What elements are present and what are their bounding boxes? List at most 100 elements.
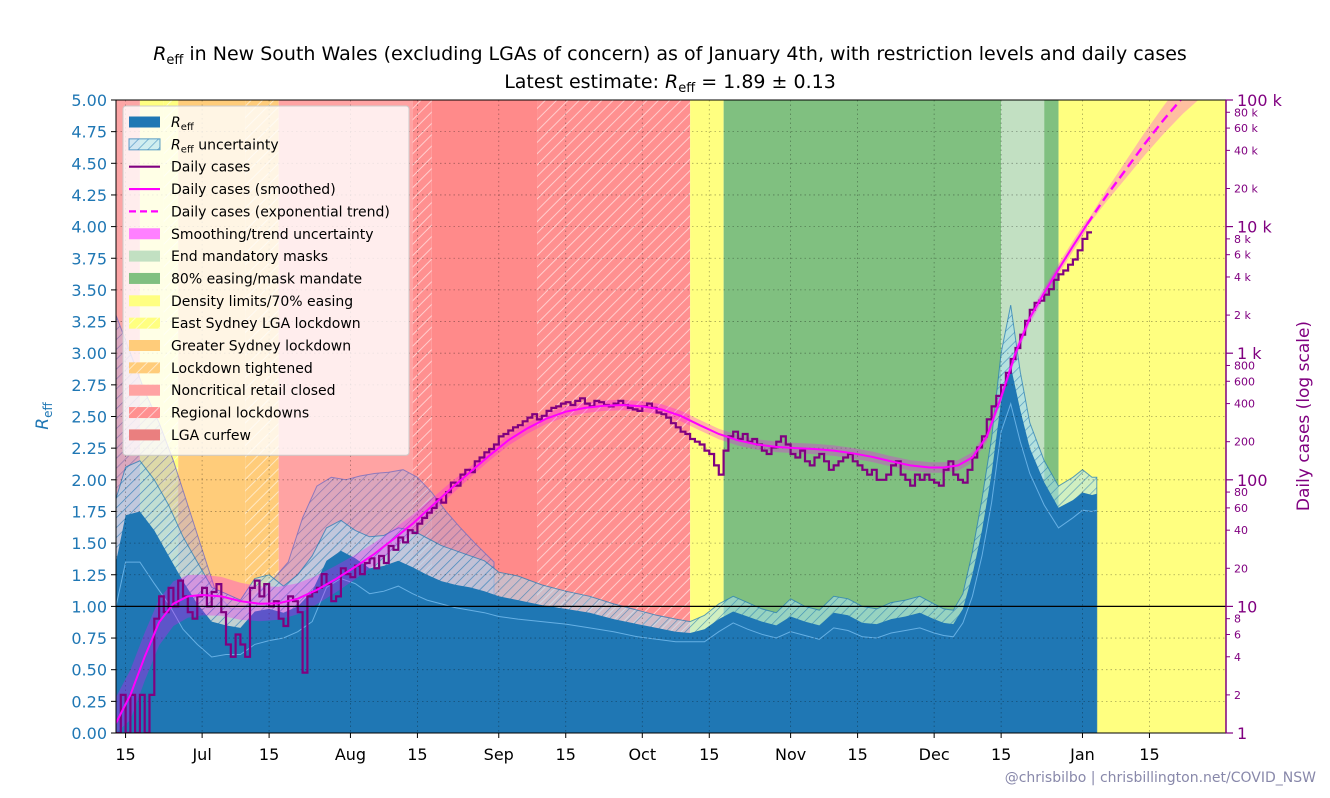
legend-swatch	[129, 116, 160, 128]
y2-minor-tick-label: 8 k	[1234, 233, 1251, 246]
legend-label: Density limits/70% easing	[171, 294, 353, 310]
title-r: R	[153, 43, 166, 65]
y-tick-label: 0.00	[71, 724, 107, 743]
y2-minor-tick-label: 4	[1234, 651, 1241, 664]
y2-minor-tick-label: 200	[1234, 436, 1255, 449]
y2-minor-tick-label: 20	[1234, 562, 1248, 575]
y2-major-tick-label: 100 k	[1237, 91, 1283, 110]
legend-swatch-hatch	[129, 362, 160, 374]
x-tick-label: Jul	[191, 745, 211, 764]
y2-minor-tick-label: 40 k	[1234, 144, 1258, 157]
y-tick-label: 3.75	[71, 249, 107, 268]
y-tick-label: 3.50	[71, 281, 107, 300]
legend-swatch	[128, 138, 161, 151]
legend-label: Smoothing/trend uncertainty	[171, 227, 374, 243]
chart-subtitle: Latest estimate: Reff = 1.89 ± 0.13	[504, 71, 836, 96]
y2-major-tick-label: 10	[1237, 597, 1257, 616]
y-tick-label: 2.25	[71, 439, 107, 458]
legend-label: Reff	[171, 115, 195, 133]
reff-layer	[116, 305, 1098, 733]
legend-label: Reff uncertainty	[171, 137, 279, 155]
y-tick-label: 1.25	[71, 566, 107, 585]
title-r-sub: eff	[166, 53, 184, 68]
y-tick-label: 3.00	[71, 344, 107, 363]
legend-label: 80% easing/mask mandate	[171, 271, 362, 287]
legend: Reff Reff uncertainty Daily cases Daily cas…	[122, 105, 410, 456]
reff-area	[116, 365, 1097, 733]
y2-minor-tick-label: 2	[1234, 689, 1241, 702]
y-tick-label: 0.25	[71, 692, 107, 711]
axes-layer: 0.00 0.25 0.50 0.75 1.00 1.25 1.50 1.75 2.00 2.25…	[71, 91, 1282, 764]
y-tick-label: 4.50	[71, 154, 107, 173]
x-tick-label: Sep	[484, 745, 514, 764]
y2-minor-tick-label: 800	[1234, 359, 1255, 372]
y2-major-tick-label: 10 k	[1237, 218, 1272, 237]
x-tick-label: 15	[556, 745, 576, 764]
legend-label: End mandatory masks	[171, 249, 328, 265]
legend-box	[122, 105, 410, 456]
y-tick-label: 3.25	[71, 313, 107, 332]
y2-minor-tick-label: 8	[1234, 613, 1241, 626]
legend-swatch-hatch	[129, 317, 160, 329]
legend-label: Daily cases (exponential trend)	[171, 204, 390, 220]
legend-label: Daily cases	[171, 160, 250, 176]
y-tick-label: 0.50	[71, 661, 107, 680]
x-tick-label: 15	[259, 745, 279, 764]
daily-cases-trend-line	[1086, 100, 1183, 225]
daily-cases-smoothed-line	[116, 223, 1089, 724]
y2-minor-tick-label: 20 k	[1234, 182, 1258, 195]
y-tick-label: 4.75	[71, 123, 107, 142]
legend-label: Noncritical retail closed	[171, 383, 336, 399]
x-tick-label: 15	[847, 745, 867, 764]
legend-swatch	[129, 340, 160, 351]
legend-label: Lockdown tightened	[171, 361, 313, 377]
x-tick-label: 15	[1139, 745, 1159, 764]
y2-axis-label: Daily cases (log scale)	[1294, 321, 1314, 511]
subtitle-r: R	[665, 71, 678, 93]
x-tick-label: 15	[699, 745, 719, 764]
y-axis-label: Reff	[33, 402, 55, 430]
cases-layer	[116, 100, 1199, 733]
y2-major-tick-label: 1 k	[1237, 344, 1262, 363]
x-tick-label: Aug	[335, 745, 366, 764]
y2-minor-tick-label: 600	[1234, 375, 1255, 388]
subtitle-prefix: Latest estimate:	[504, 71, 665, 93]
y2-minor-tick-label: 80 k	[1234, 106, 1258, 119]
y2-minor-tick-label: 40	[1234, 524, 1248, 537]
reff-lower-bound	[116, 402, 1097, 658]
y2-minor-tick-label: 6 k	[1234, 249, 1251, 262]
y-tick-label: 4.25	[71, 186, 107, 205]
legend-label: LGA curfew	[171, 428, 251, 444]
y2-minor-tick-label: 80	[1234, 486, 1248, 499]
legend-label: Greater Sydney lockdown	[171, 339, 351, 355]
y-tick-label: 1.75	[71, 502, 107, 521]
legend-swatch	[129, 384, 160, 396]
y2-minor-tick-label: 2 k	[1234, 309, 1251, 322]
y2-minor-tick-label: 6	[1234, 628, 1241, 641]
subtitle-r-sub: eff	[678, 81, 696, 96]
y2-minor-tick-label: 60	[1234, 502, 1248, 515]
y-tick-label: 0.75	[71, 629, 107, 648]
legend-swatch	[129, 250, 160, 262]
y-tick-label: 4.00	[71, 218, 107, 237]
legend-swatch	[129, 295, 160, 307]
y2-minor-tick-label: 4 k	[1234, 271, 1251, 284]
credit-text: @chrisbilbo | chrisbillington.net/COVID_…	[1005, 770, 1316, 786]
legend-swatch-hatch	[129, 407, 160, 419]
x-tick-label: Jan	[1069, 745, 1095, 764]
x-tick-label: 15	[407, 745, 427, 764]
x-tick-label: Oct	[628, 745, 656, 764]
y2-major-tick-label: 1	[1237, 724, 1247, 743]
y-tick-label: 2.75	[71, 376, 107, 395]
x-tick-label: 15	[115, 745, 135, 764]
legend-label: Regional lockdowns	[171, 406, 309, 422]
daily-cases-line	[116, 231, 1092, 733]
y-tick-label: 1.00	[71, 597, 107, 616]
y-tick-label: 1.50	[71, 534, 107, 553]
y-tick-label: 2.50	[71, 408, 107, 427]
y2-minor-tick-label: 400	[1234, 398, 1255, 411]
y-tick-label: 5.00	[71, 91, 107, 110]
legend-label: Daily cases (smoothed)	[171, 182, 336, 198]
x-tick-label: Nov	[775, 745, 806, 764]
chart-title: Reff in New South Wales (excluding LGAs …	[153, 43, 1187, 68]
